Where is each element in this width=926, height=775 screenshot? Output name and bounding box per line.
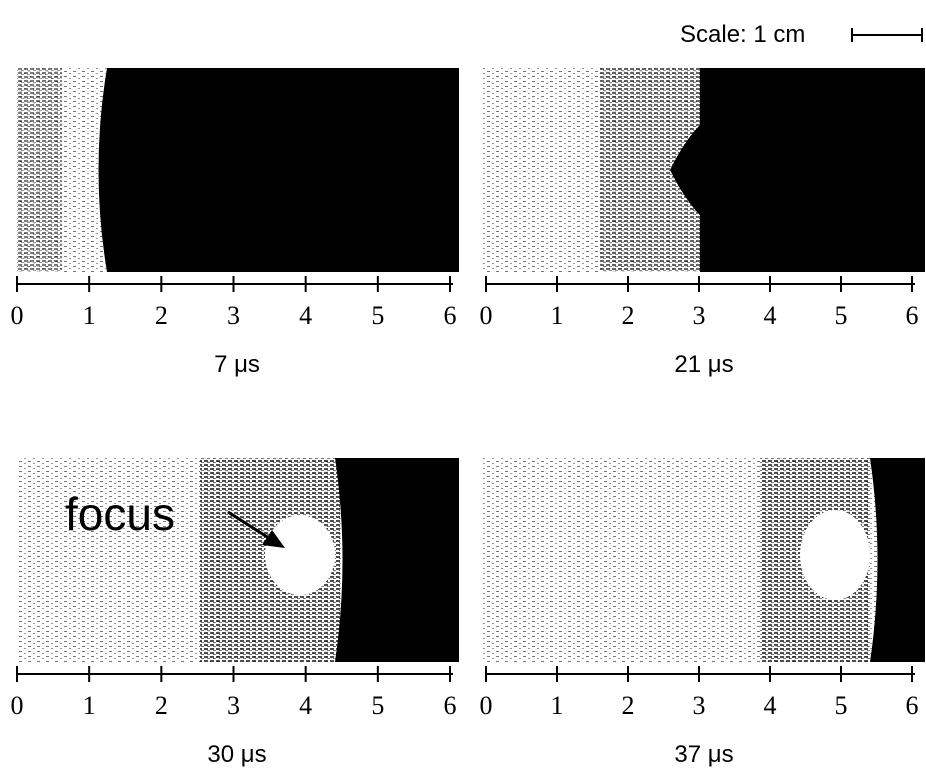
tick-label: 1 (83, 301, 96, 330)
scale-bar (851, 28, 923, 42)
tick-label: 6 (444, 691, 457, 720)
tick-label: 3 (693, 301, 706, 330)
tick-label: 6 (906, 691, 919, 720)
tick-label: 3 (693, 691, 706, 720)
panel-image (483, 458, 925, 662)
tick-label: 2 (155, 691, 168, 720)
tick-label: 0 (480, 301, 493, 330)
tick-label: 3 (227, 301, 240, 330)
tick-label: 6 (906, 301, 919, 330)
tick-label: 5 (835, 691, 848, 720)
tick-label: 1 (551, 691, 564, 720)
tick-label: 5 (371, 691, 384, 720)
tick-label: 4 (764, 691, 777, 720)
panel-label: 37 μs (674, 741, 733, 768)
tick-label: 4 (299, 301, 312, 330)
tick-label: 2 (622, 301, 635, 330)
tick-label: 0 (480, 691, 493, 720)
annotation-arrow (227, 510, 285, 548)
tick-label: 1 (551, 301, 564, 330)
tick-label: 0 (11, 691, 24, 720)
panel-image (17, 68, 459, 272)
tick-label: 5 (835, 301, 848, 330)
tick-label: 6 (444, 301, 457, 330)
tick-label: 1 (83, 691, 96, 720)
tick-label: 0 (11, 301, 24, 330)
tick-label: 3 (227, 691, 240, 720)
tick-label: 2 (622, 691, 635, 720)
panel-label: 21 μs (674, 351, 733, 378)
annotation: focus (65, 488, 175, 540)
panel-image (17, 458, 459, 662)
tick-label: 2 (155, 301, 168, 330)
panel-label: 30 μs (207, 741, 266, 768)
tick-label: 5 (371, 301, 384, 330)
scale-label: Scale: 1 cm (680, 21, 805, 48)
tick-label: 4 (299, 691, 312, 720)
panel-image (483, 68, 925, 272)
tick-label: 4 (764, 301, 777, 330)
panel-label: 7 μs (214, 351, 260, 378)
